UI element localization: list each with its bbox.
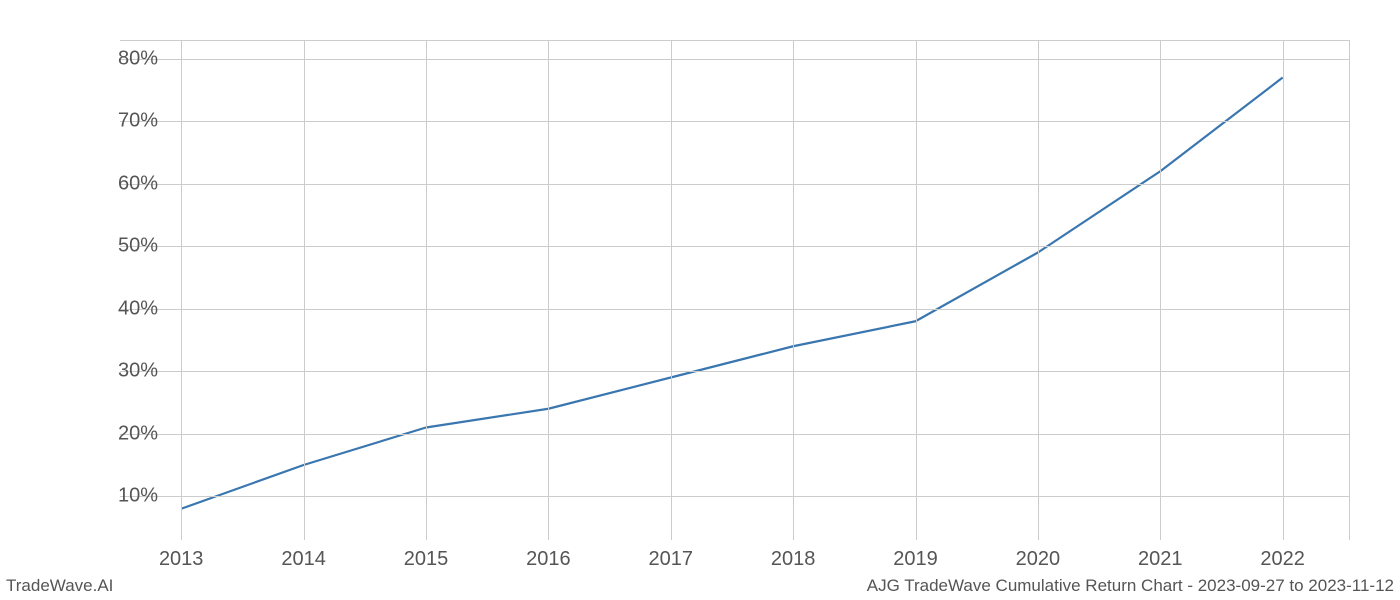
x-axis-tick-label: 2017 — [648, 548, 693, 571]
line-series — [181, 78, 1282, 509]
x-axis-tick-label: 2022 — [1260, 548, 1305, 571]
chart-plot-area — [120, 40, 1350, 540]
grid-line-vertical — [793, 40, 794, 540]
grid-line-vertical — [916, 40, 917, 540]
grid-line-vertical — [548, 40, 549, 540]
y-axis-tick-label: 50% — [98, 235, 158, 258]
footer-left-label: TradeWave.AI — [6, 576, 113, 596]
x-axis-tick-label: 2013 — [159, 548, 204, 571]
y-axis-tick-label: 30% — [98, 360, 158, 383]
x-axis-tick-label: 2014 — [281, 548, 326, 571]
grid-line-vertical — [1038, 40, 1039, 540]
grid-line-vertical — [1283, 40, 1284, 540]
x-axis-tick-label: 2019 — [893, 548, 938, 571]
grid-line-vertical — [304, 40, 305, 540]
y-axis-tick-label: 10% — [98, 485, 158, 508]
grid-line-vertical — [426, 40, 427, 540]
grid-line-vertical — [1160, 40, 1161, 540]
x-axis-tick-label: 2020 — [1016, 548, 1061, 571]
footer-right-label: AJG TradeWave Cumulative Return Chart - … — [867, 576, 1394, 596]
grid-line-vertical — [181, 40, 182, 540]
y-axis-tick-label: 80% — [98, 47, 158, 70]
x-axis-tick-label: 2016 — [526, 548, 571, 571]
y-axis-tick-label: 60% — [98, 172, 158, 195]
y-axis-tick-label: 20% — [98, 422, 158, 445]
y-axis-tick-label: 40% — [98, 297, 158, 320]
x-axis-tick-label: 2015 — [404, 548, 449, 571]
y-axis-tick-label: 70% — [98, 110, 158, 133]
x-axis-tick-label: 2018 — [771, 548, 816, 571]
grid-line-vertical — [671, 40, 672, 540]
x-axis-tick-label: 2021 — [1138, 548, 1183, 571]
